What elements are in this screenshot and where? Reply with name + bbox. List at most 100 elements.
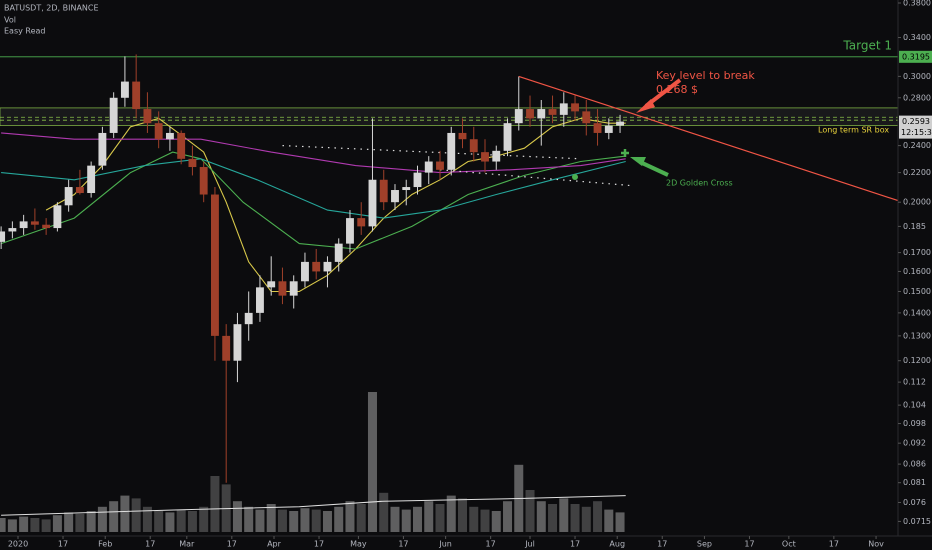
golden-cross-label: 2D Golden Cross xyxy=(666,179,733,188)
green-arrow-head xyxy=(630,157,646,166)
candle-body xyxy=(323,261,332,272)
volume-bar xyxy=(266,504,276,532)
x-tick-label: Oct xyxy=(782,540,796,549)
candle-body xyxy=(571,103,579,112)
volume-bar xyxy=(109,501,119,532)
last-price-label: 0.2593 xyxy=(902,117,930,126)
volume-bar xyxy=(19,516,29,532)
candle-body xyxy=(503,123,512,151)
indicator-name: Vol xyxy=(4,16,16,25)
volume-bar xyxy=(289,511,299,532)
candle-body xyxy=(346,218,354,244)
candle-body xyxy=(357,218,366,227)
candle-body xyxy=(19,221,28,229)
candle-body xyxy=(109,97,118,133)
moving-average xyxy=(1,158,626,219)
candle-body xyxy=(278,281,287,296)
candle-body xyxy=(154,123,163,140)
candle-body xyxy=(593,123,602,133)
volume-bar xyxy=(199,506,209,532)
volume-bar xyxy=(593,501,603,532)
candle-body xyxy=(458,132,467,140)
volume-bar xyxy=(536,501,546,532)
y-tick-label: 0.098 xyxy=(903,419,926,428)
x-tick-label: Nov xyxy=(868,540,884,549)
x-tick-label: 17 xyxy=(398,540,408,549)
moving-average xyxy=(1,132,626,174)
volume-bar xyxy=(120,495,130,532)
candle-body xyxy=(53,205,62,229)
volume-bar xyxy=(300,508,310,532)
candle-body xyxy=(514,109,523,124)
candle-body xyxy=(413,172,422,188)
y-tick-label: 0.2800 xyxy=(903,93,931,102)
volume-bar xyxy=(356,504,366,532)
cross-dot xyxy=(572,174,578,180)
volume-bar xyxy=(277,509,287,532)
volume-bar xyxy=(604,509,614,532)
volume-bar xyxy=(142,506,152,532)
x-tick-label: 17 xyxy=(58,540,68,549)
volume-bar xyxy=(334,506,344,532)
moving-average xyxy=(0,151,626,250)
candle-body xyxy=(402,187,411,191)
volume-bar xyxy=(86,511,96,532)
volume-bar xyxy=(311,509,321,532)
y-tick-label: 0.1500 xyxy=(903,287,931,296)
candle-body xyxy=(87,165,96,194)
key-level-label: Key level to break xyxy=(656,69,755,82)
candle-body xyxy=(222,335,231,361)
volume-bar xyxy=(41,519,51,532)
y-tick-label: 0.2200 xyxy=(903,168,931,177)
candle-body xyxy=(132,81,141,110)
volume-bar xyxy=(131,498,141,532)
volume-bar xyxy=(458,498,468,532)
candle-body xyxy=(481,152,489,162)
volume-ma xyxy=(1,495,626,516)
candle-body xyxy=(177,132,186,159)
volume-bar xyxy=(367,392,377,532)
x-tick-label: 17 xyxy=(314,540,324,549)
y-tick-label: 0.081 xyxy=(903,478,926,487)
volume-bar xyxy=(165,512,175,532)
green-arrow xyxy=(639,160,669,177)
x-tick-label: 17 xyxy=(227,540,237,549)
volume-bar xyxy=(581,506,591,532)
candle-body xyxy=(8,228,17,232)
y-tick-label: 0.3000 xyxy=(903,72,931,81)
volume-bar xyxy=(97,506,107,532)
candle-body xyxy=(582,111,591,124)
sr-box-label: Long term SR box xyxy=(818,126,889,135)
candle-body xyxy=(391,190,399,203)
volume-bar xyxy=(322,511,332,532)
candle-body xyxy=(267,281,276,288)
y-tick-label: 0.112 xyxy=(903,378,926,387)
volume-bar xyxy=(176,509,186,532)
candle-body xyxy=(75,187,84,194)
candle-body xyxy=(143,109,152,124)
candle-body xyxy=(30,221,39,225)
volume-bar xyxy=(503,501,513,532)
volume-bar xyxy=(480,509,490,532)
y-tick-label: 0.185 xyxy=(903,222,926,231)
volume-bar xyxy=(469,506,479,532)
volume-bar xyxy=(548,504,558,532)
x-tick-label: Jul xyxy=(524,540,535,549)
trendline xyxy=(518,75,899,202)
countdown-label: 12:15:38 xyxy=(901,128,932,137)
y-tick-label: 0.076 xyxy=(903,498,926,507)
x-tick-label: May xyxy=(350,540,367,549)
volume-bar xyxy=(559,498,569,532)
y-tick-label: 0.3400 xyxy=(903,33,931,42)
candle-body xyxy=(537,109,546,119)
volume-bar xyxy=(525,490,535,532)
cross-plus xyxy=(621,149,629,157)
candle-body xyxy=(244,312,253,325)
candle-body xyxy=(301,261,309,282)
volume-bar xyxy=(615,512,625,532)
y-tick-label: 0.104 xyxy=(903,401,926,410)
last-price-box xyxy=(899,115,932,139)
volume-bar xyxy=(187,511,197,532)
candle-body xyxy=(447,132,456,170)
